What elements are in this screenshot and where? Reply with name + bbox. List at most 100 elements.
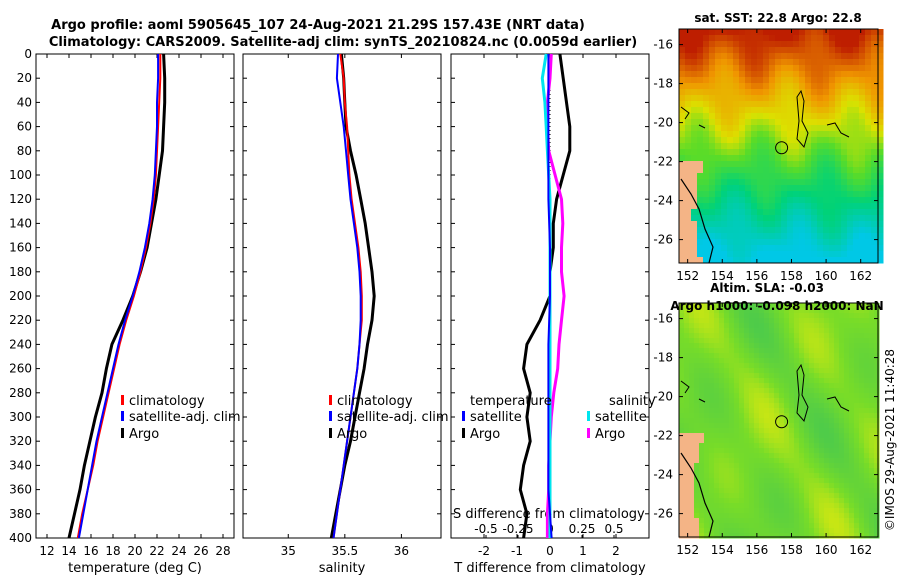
- sla-map-cell: [679, 488, 685, 494]
- lat-tick-label: -22: [653, 429, 673, 443]
- sla-map-cell: [744, 323, 750, 329]
- sla-map-cell: [819, 468, 825, 474]
- sst-map-cell: [877, 215, 884, 222]
- sst-map-cell: [793, 161, 800, 168]
- sst-map-cell: [859, 221, 866, 228]
- sst-map-cell: [745, 233, 752, 240]
- sla-map-cell: [744, 328, 750, 334]
- sla-map-cell: [839, 518, 845, 524]
- sla-map-cell: [764, 473, 770, 479]
- sst-map-cell: [751, 113, 758, 120]
- sst-map-cell: [847, 119, 854, 126]
- sst-map-cell: [811, 137, 818, 144]
- sla-map-cell: [769, 508, 775, 514]
- sla-map-cell: [734, 498, 740, 504]
- sla-map-cell: [754, 513, 760, 519]
- sla-map-cell: [734, 473, 740, 479]
- sla-map-cell: [699, 423, 705, 429]
- sst-map-cell: [733, 203, 740, 210]
- sst-map-cell: [799, 35, 806, 42]
- sla-map-cell: [869, 373, 875, 379]
- sst-map-cell: [703, 143, 710, 150]
- sst-map-cell: [877, 257, 884, 264]
- sla-map-cell: [764, 458, 770, 464]
- sst-map-cell: [697, 35, 704, 42]
- sst-map-cell: [835, 101, 842, 108]
- sst-map-cell: [733, 215, 740, 222]
- sla-map-cell: [844, 518, 850, 524]
- sla-map-cell: [829, 478, 835, 484]
- sla-map-cell: [794, 358, 800, 364]
- sla-map-cell: [834, 453, 840, 459]
- sst-map-cell: [805, 155, 812, 162]
- sla-map-cell: [789, 308, 795, 314]
- sla-map-cell: [849, 518, 855, 524]
- sla-map-cell: [739, 343, 745, 349]
- sla-map-cell: [724, 508, 730, 514]
- sla-map-cell: [679, 328, 685, 334]
- sst-map-cell: [847, 245, 854, 252]
- sla-map-cell: [824, 428, 830, 434]
- sst-map-cell: [721, 197, 728, 204]
- sst-map-cell: [829, 191, 836, 198]
- sla-map-cell: [749, 453, 755, 459]
- x-tick-label: 18: [105, 544, 120, 558]
- sst-map-cell: [769, 113, 776, 120]
- lon-tick-label: 156: [745, 269, 768, 283]
- sla-map-cell: [739, 488, 745, 494]
- sla-map-cell: [764, 498, 770, 504]
- sst-map-cell: [847, 83, 854, 90]
- sla-map-cell: [854, 373, 860, 379]
- sla-map-cell: [689, 308, 695, 314]
- sst-map-cell: [865, 143, 872, 150]
- sst-map-cell: [739, 257, 746, 264]
- sst-map-cell: [739, 83, 746, 90]
- sst-map-cell: [859, 173, 866, 180]
- legend-swatch: [121, 411, 124, 421]
- sla-map-cell: [689, 463, 695, 469]
- sla-map-cell: [774, 333, 780, 339]
- sla-map-cell: [864, 308, 870, 314]
- sla-map-cell: [704, 398, 710, 404]
- sla-map-cell: [859, 303, 865, 309]
- sla-map-cell: [814, 513, 820, 519]
- sst-map-cell: [787, 59, 794, 66]
- sla-map-cell: [869, 528, 875, 534]
- sla-map-cell: [779, 353, 785, 359]
- sst-map-cell: [805, 257, 812, 264]
- sst-map-cell: [691, 221, 698, 228]
- sst-map-cell: [853, 95, 860, 102]
- sst-map-cell: [721, 41, 728, 48]
- sla-map-cell: [874, 303, 880, 309]
- sla-map-cell: [744, 508, 750, 514]
- depth-tick-label: 60: [17, 120, 32, 134]
- sst-map-cell: [853, 203, 860, 210]
- sst-map-cell: [703, 167, 710, 174]
- sst-map-cell: [715, 251, 722, 258]
- legend-title-temperature: temperature: [470, 394, 552, 409]
- sst-map-cell: [757, 71, 764, 78]
- sla-map-cell: [819, 308, 825, 314]
- sla-map-cell: [679, 523, 685, 529]
- sst-map-cell: [805, 167, 812, 174]
- sla-map-cell: [844, 418, 850, 424]
- sst-map-cell: [757, 197, 764, 204]
- sst-map-cell: [877, 95, 884, 102]
- sla-map-cell: [724, 303, 730, 309]
- sla-map-cell: [724, 358, 730, 364]
- sst-map-cell: [829, 41, 836, 48]
- sst-map-cell: [823, 185, 830, 192]
- sla-map-cell: [854, 448, 860, 454]
- sla-map-cell: [829, 513, 835, 519]
- sst-map-cell: [841, 221, 848, 228]
- sla-map-cell: [824, 478, 830, 484]
- sla-map-cell: [829, 353, 835, 359]
- sst-map-cell: [781, 95, 788, 102]
- sst-map-cell: [691, 131, 698, 138]
- sla-map-cell: [819, 348, 825, 354]
- sla-map-cell: [789, 353, 795, 359]
- sla-map-cell: [819, 353, 825, 359]
- sla-map-cell: [699, 428, 705, 434]
- sla-map-cell: [834, 303, 840, 309]
- sla-map-cell: [799, 383, 805, 389]
